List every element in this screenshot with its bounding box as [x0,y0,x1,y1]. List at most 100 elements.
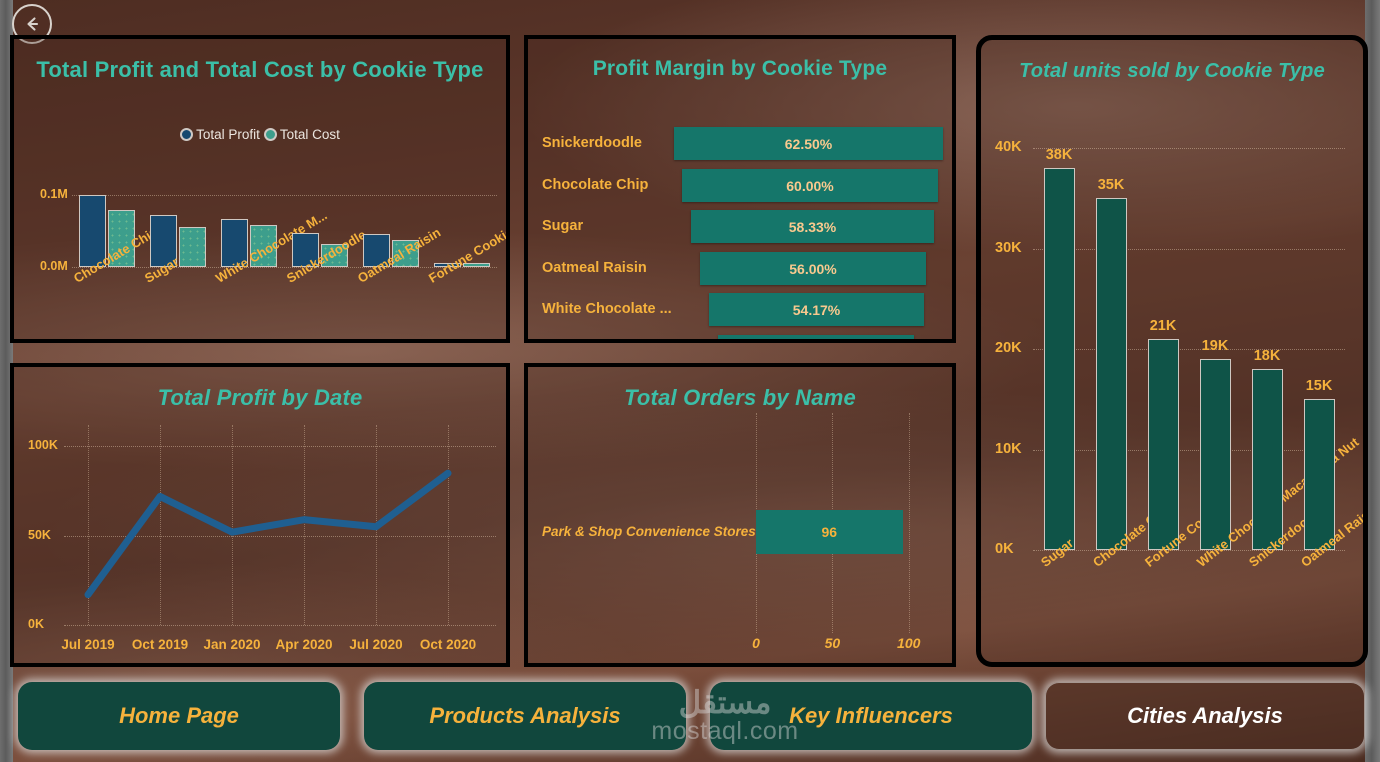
grid-line-profit-date-1 [64,535,496,537]
v-grid-profit-date-1 [160,425,161,625]
bar-total-cost-1 [179,227,207,267]
y-tick-label-profit-date-1: 50K [28,527,51,542]
card-total-orders-by-name[interactable]: Total Orders by Name 0 50 100 Park & Shop C… [524,363,956,667]
orders-category-label: Park & Shop Convenience Stores [542,524,756,539]
margin-label-0: Snickerdoodle [542,135,642,151]
y-tick-label-profit-cost: 0.0M [40,259,68,273]
bar-units-sold-1 [1095,198,1127,550]
legend-item-total-cost[interactable]: Total Cost [263,127,340,142]
card-title-units-sold: Total units sold by Cookie Type [1019,60,1325,82]
value-label-units-5: 15K [1305,378,1333,395]
card-total-profit-by-date[interactable]: Total Profit by Date 0K 50K 100K Jul 2019 Oc… [10,363,510,667]
x-tick-label-profit-date-1: Oct 2019 [131,637,189,652]
legend-profit-cost[interactable]: Total Profit Total Cost [14,127,506,142]
value-label-units-4: 18K [1253,348,1281,365]
bar-total-profit-2 [221,218,249,267]
nav-button-home-page[interactable]: Home Page [18,682,340,750]
x-tick-label-profit-date-5: Oct 2020 [419,637,477,652]
card-title-profit-by-date: Total Profit by Date [157,385,363,410]
grid-line-profit-date-0 [64,625,496,626]
legend-label-total-cost: Total Cost [279,127,340,142]
legend-item-total-profit[interactable]: Total Profit [180,127,260,142]
legend-label-total-profit: Total Profit [196,127,260,142]
back-arrow-icon[interactable] [12,4,52,44]
card-title-profit-margin: Profit Margin by Cookie Type [592,57,888,80]
y-tick-label-units-1: 10K [995,440,1022,457]
y-tick-label-units-0: 0K [995,541,1014,557]
bar-total-profit-1 [150,215,178,267]
bar-units-sold-3 [1199,359,1231,550]
bar-units-sold-0 [1043,168,1075,550]
margin-value-1: 60.00% [786,177,834,194]
y-tick-label-profit-date-2: 100K [28,438,58,453]
grid-line-units-2 [1033,349,1345,351]
y-tick-label-profit-date-0: 0K [28,617,44,631]
grid-line-profit-cost [72,194,497,196]
x-tick-label-profit-date-2: Jan 2020 [203,637,261,652]
right-scrollbar-strip[interactable] [1365,0,1380,762]
bar-units-sold-4 [1251,369,1283,550]
nav-button-cities-analysis[interactable]: Cities Analysis [1045,682,1365,750]
x-tick-label-profit-date-0: Jul 2019 [61,637,115,652]
card-title-orders-by-name: Total Orders by Name [624,385,856,410]
margin-label-3: Oatmeal Raisin [542,259,647,276]
margin-label-5: Fortune Cookie [542,335,648,340]
grid-line-profit-date-2 [64,446,496,448]
margin-bar-3 [700,251,926,285]
margin-label-4: White Chocolate ... [542,301,672,317]
margin-bar-1 [682,168,938,202]
x-tick-label-profit-date-3: Apr 2020 [275,637,333,652]
margin-label-1: Chocolate Chip [542,176,649,193]
bottom-navigation-bar: Home Page Products Analysis Key Influenc… [13,672,1365,762]
bar-total-cost-0 [108,209,136,267]
grid-line-profit-cost [72,267,497,268]
bar-total-profit-3 [291,233,319,267]
bar-units-sold-2 [1147,339,1179,550]
y-tick-label-profit-cost: 0.1M [40,186,68,201]
margin-value-4: 54.17% [792,302,841,318]
x-tick-label-orders-0: 0 [752,635,760,651]
grid-line-units-0 [1033,550,1345,551]
margin-value-3: 56.00% [789,260,837,277]
bar-units-sold-5 [1303,399,1335,550]
plot-area-profit-by-date [64,425,496,625]
bar-total-profit-0 [79,194,107,267]
card-title-profit-cost: Total Profit and Total Cost by Cookie Ty… [36,57,484,82]
nav-button-key-influencers[interactable]: Key Influencers [710,682,1032,750]
bar-total-profit-5 [433,262,461,267]
bar-orders-0 [756,510,903,554]
margin-bar-2 [691,210,934,243]
bar-total-cost-2 [250,225,278,267]
v-grid-profit-date-0 [88,425,89,625]
value-label-units-0: 38K [1045,147,1073,164]
margin-label-2: Sugar [542,218,584,234]
margin-value-0: 62.50% [784,136,833,152]
value-label-orders-0: 96 [821,524,838,540]
bar-total-cost-4 [391,239,419,267]
grid-line-units-4 [1033,148,1345,150]
margin-bar-4 [709,293,924,326]
y-tick-label-units-4: 40K [995,139,1022,156]
value-label-units-3: 19K [1201,338,1229,355]
bar-total-profit-4 [362,233,390,267]
margin-bar-5 [718,334,914,339]
v-grid-profit-date-4 [376,425,377,625]
nav-button-products-analysis[interactable]: Products Analysis [364,682,686,750]
card-total-profit-and-cost[interactable]: Total Profit and Total Cost by Cookie Ty… [10,35,510,343]
card-total-units-sold[interactable]: Total units sold by Cookie Type 0K 10K 20K… [976,35,1368,667]
v-grid-profit-date-2 [232,425,233,625]
value-label-units-1: 35K [1097,177,1125,194]
bar-total-cost-3 [320,243,348,267]
value-label-units-2: 21K [1149,318,1177,334]
grid-line-units-1 [1033,449,1345,451]
legend-marker-total-cost [263,128,277,141]
margin-value-2: 58.33% [788,219,837,235]
margin-bar-0 [674,127,943,160]
card-profit-margin[interactable]: Profit Margin by Cookie Type Snickerdood… [524,35,956,343]
x-tick-label-profit-date-4: Jul 2020 [349,637,403,652]
v-grid-profit-date-5 [448,425,449,625]
v-grid-orders-2 [908,413,910,633]
y-tick-label-units-3: 30K [995,239,1022,256]
x-tick-label-orders-1: 50 [824,635,841,651]
